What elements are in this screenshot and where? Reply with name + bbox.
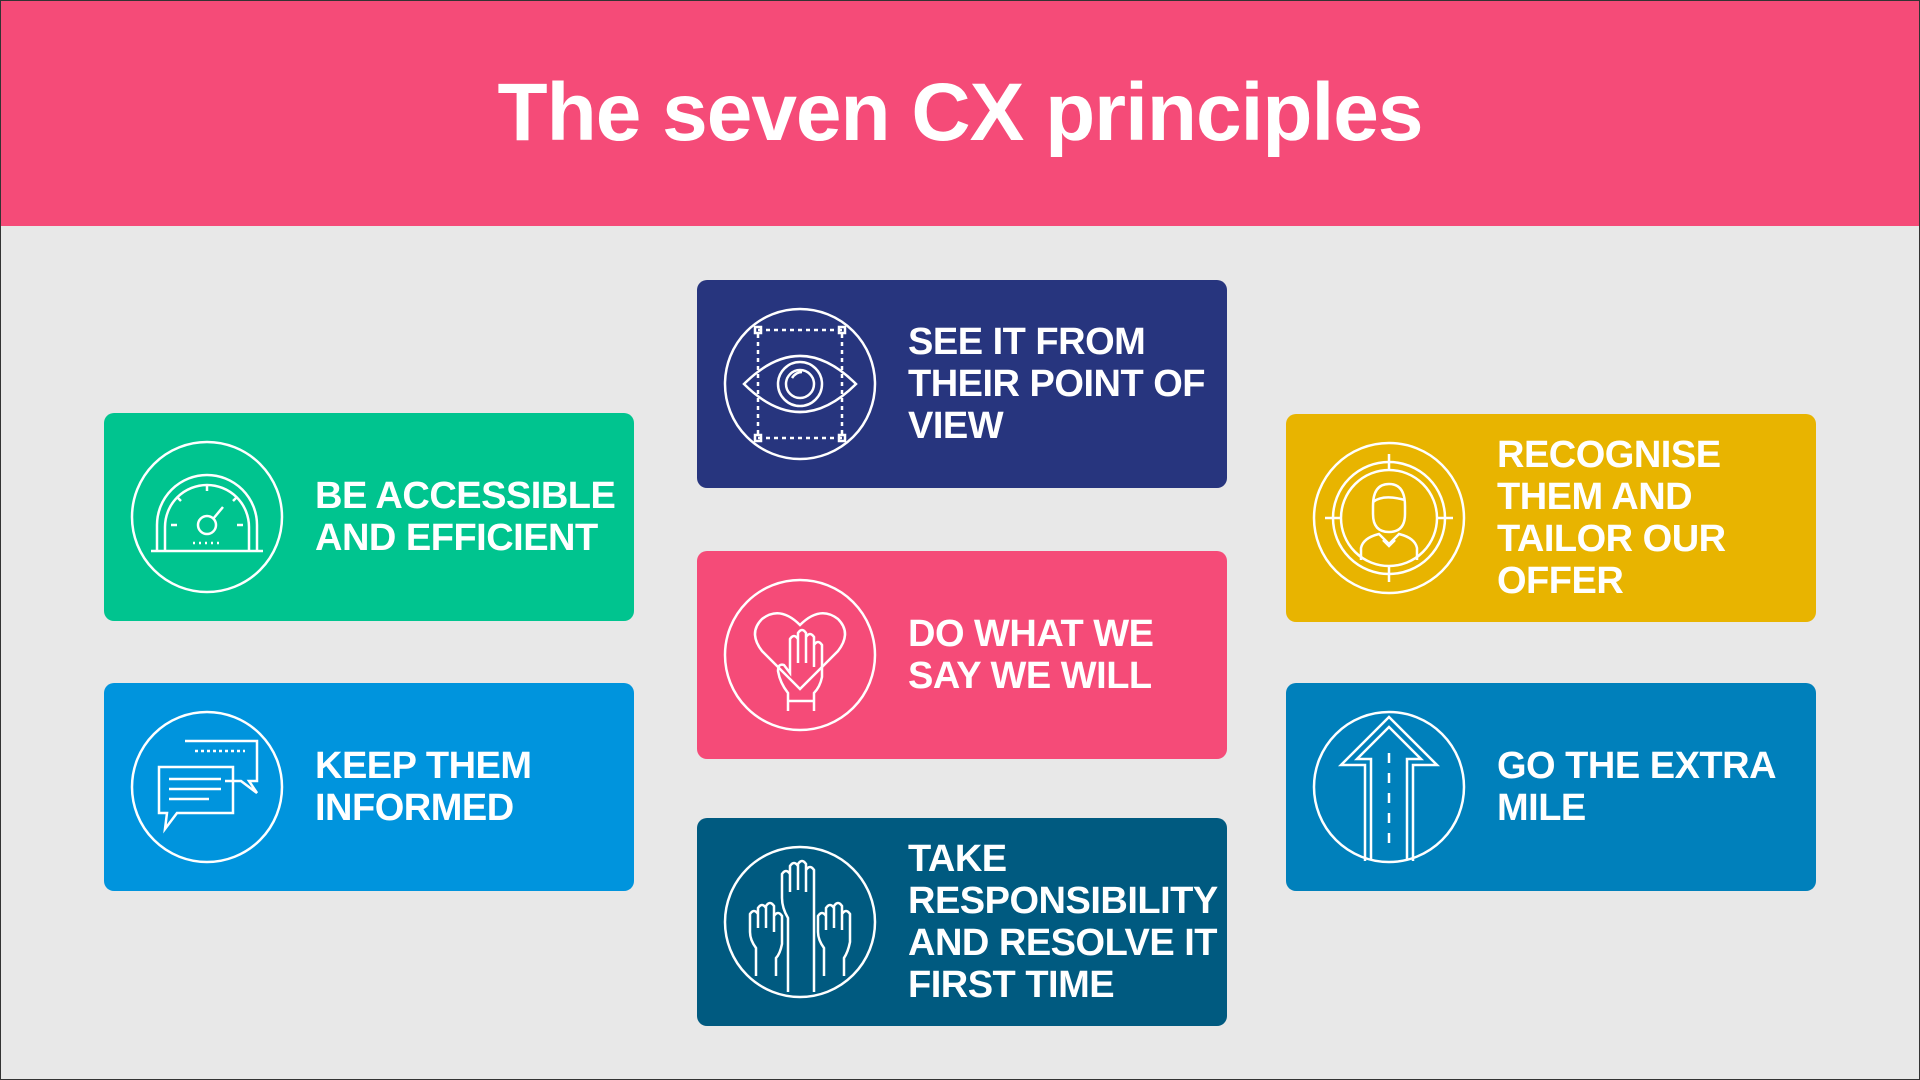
heart-hand-icon [722,577,878,733]
principle-card-do-what-we-say: DO WHAT WE SAY WE WILL [697,551,1227,759]
principle-label: BE ACCESSIBLE AND EFFICIENT [315,475,616,559]
principle-label: SEE IT FROM THEIR POINT OF VIEW [908,321,1206,447]
chat-bubbles-icon [129,709,285,865]
principle-card-keep-informed: KEEP THEM INFORMED [104,683,634,891]
principle-label: DO WHAT WE SAY WE WILL [908,613,1154,697]
principle-card-accessible: BE ACCESSIBLE AND EFFICIENT [104,413,634,621]
title-banner: The seven CX principles [0,0,1920,226]
raised-hands-icon [722,844,878,1000]
principle-label: KEEP THEM INFORMED [315,745,532,829]
principle-label: RECOGNISE THEM AND TAILOR OUR OFFER [1497,434,1726,602]
arrow-up-road-icon [1311,709,1467,865]
principle-card-point-of-view: SEE IT FROM THEIR POINT OF VIEW [697,280,1227,488]
speedometer-icon [129,439,285,595]
principle-label: TAKE RESPONSIBILITY AND RESOLVE IT FIRST… [908,838,1218,1006]
person-target-icon [1311,440,1467,596]
principle-card-extra-mile: GO THE EXTRA MILE [1286,683,1816,891]
page-title: The seven CX principles [497,67,1424,158]
eye-icon [722,306,878,462]
principle-card-responsibility: TAKE RESPONSIBILITY AND RESOLVE IT FIRST… [697,818,1227,1026]
principle-card-recognise: RECOGNISE THEM AND TAILOR OUR OFFER [1286,414,1816,622]
principle-label: GO THE EXTRA MILE [1497,745,1775,829]
